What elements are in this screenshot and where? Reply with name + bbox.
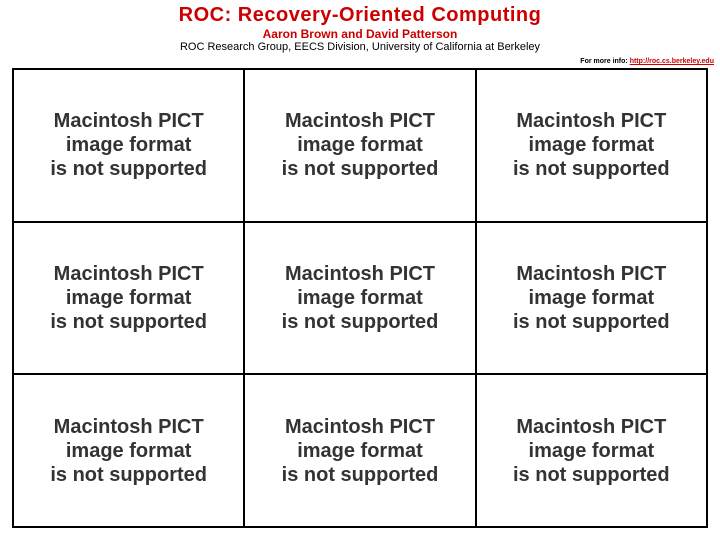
affiliation-line: ROC Research Group, EECS Division, Unive… <box>0 41 720 53</box>
pict-cell: Macintosh PICTimage formatis not support… <box>244 69 475 222</box>
pict-cell: Macintosh PICTimage formatis not support… <box>13 69 244 222</box>
pict-placeholder-text: Macintosh PICTimage formatis not support… <box>282 110 439 180</box>
pict-placeholder-text: Macintosh PICTimage formatis not support… <box>513 110 670 180</box>
more-info: For more info: http://roc.cs.berkeley.ed… <box>580 58 714 65</box>
header: ROC: Recovery-Oriented Computing Aaron B… <box>0 0 720 53</box>
page-title: ROC: Recovery-Oriented Computing <box>0 4 720 27</box>
pict-cell: Macintosh PICTimage formatis not support… <box>13 222 244 375</box>
pict-cell: Macintosh PICTimage formatis not support… <box>476 374 707 527</box>
table-row: Macintosh PICTimage formatis not support… <box>13 69 707 222</box>
pict-placeholder-text: Macintosh PICTimage formatis not support… <box>513 416 670 486</box>
pict-cell: Macintosh PICTimage formatis not support… <box>244 222 475 375</box>
pict-placeholder-text: Macintosh PICTimage formatis not support… <box>282 416 439 486</box>
pict-grid-container: Macintosh PICTimage formatis not support… <box>12 68 708 528</box>
pict-placeholder-text: Macintosh PICTimage formatis not support… <box>282 263 439 333</box>
pict-placeholder-text: Macintosh PICTimage formatis not support… <box>513 263 670 333</box>
table-row: Macintosh PICTimage formatis not support… <box>13 374 707 527</box>
pict-cell: Macintosh PICTimage formatis not support… <box>476 69 707 222</box>
pict-cell: Macintosh PICTimage formatis not support… <box>476 222 707 375</box>
slide-page: ROC: Recovery-Oriented Computing Aaron B… <box>0 0 720 540</box>
pict-placeholder-text: Macintosh PICTimage formatis not support… <box>50 263 207 333</box>
table-row: Macintosh PICTimage formatis not support… <box>13 222 707 375</box>
more-info-link[interactable]: http://roc.cs.berkeley.edu <box>630 58 714 65</box>
pict-placeholder-text: Macintosh PICTimage formatis not support… <box>50 110 207 180</box>
authors-line: Aaron Brown and David Patterson <box>0 27 720 41</box>
pict-placeholder-text: Macintosh PICTimage formatis not support… <box>50 416 207 486</box>
pict-grid: Macintosh PICTimage formatis not support… <box>12 68 708 528</box>
pict-cell: Macintosh PICTimage formatis not support… <box>244 374 475 527</box>
more-info-label: For more info: <box>580 58 627 65</box>
pict-cell: Macintosh PICTimage formatis not support… <box>13 374 244 527</box>
